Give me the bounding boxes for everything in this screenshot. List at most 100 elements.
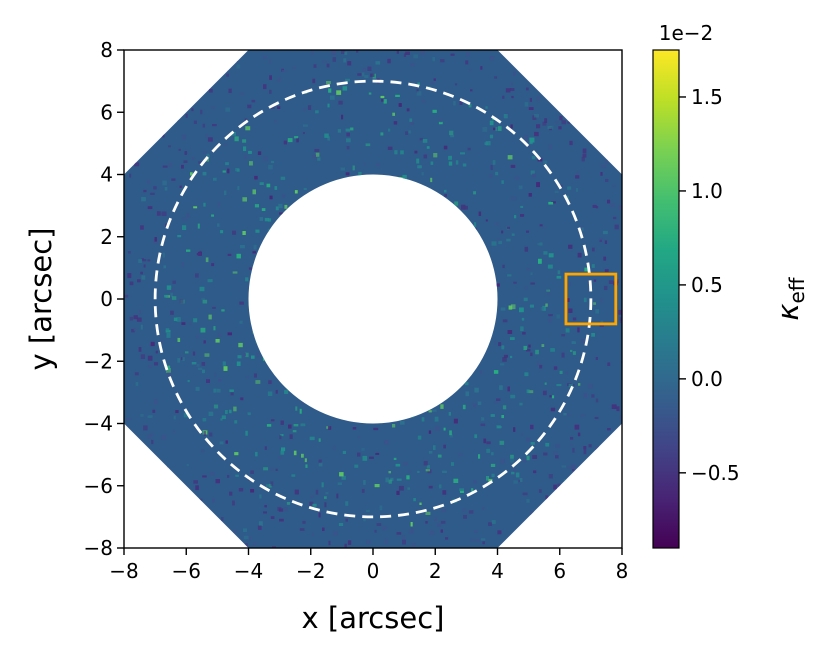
speckle [195,386,200,391]
speckle [273,309,276,313]
speckle [493,370,499,374]
speckle [395,94,400,97]
speckle [440,529,443,533]
speckle [499,385,503,390]
y-axis-ticks: −8 −6 −4 −2 0 2 4 6 8 [84,38,124,560]
speckle [347,399,351,405]
speckle [527,522,531,525]
speckle [394,150,398,155]
speckle [181,262,184,267]
speckle [147,434,152,439]
speckle [305,464,308,468]
speckle [400,223,404,227]
x-tick-label: 2 [429,559,442,583]
speckle [193,206,198,209]
speckle [568,244,573,249]
speckle [366,540,371,545]
speckle [441,509,446,512]
speckle [345,338,350,341]
speckle [572,81,576,85]
speckle [601,164,607,168]
speckle [604,159,608,164]
speckle [197,498,203,501]
speckle [467,147,471,151]
speckle [231,132,236,136]
speckle [533,470,537,474]
speckle [239,301,244,305]
speckle [603,256,607,261]
speckle [367,66,372,71]
speckle [270,106,275,109]
speckle [288,387,293,390]
speckle [245,126,251,131]
speckle [524,246,529,252]
speckle [143,425,148,431]
speckle [220,53,223,59]
speckle [475,538,480,543]
speckle [449,365,455,371]
speckle [486,441,491,445]
speckle [569,506,575,510]
speckle [222,170,226,173]
speckle [572,351,576,355]
speckle [167,372,172,377]
speckle [227,253,232,256]
speckle [240,244,245,249]
speckle [448,412,451,416]
speckle [503,354,508,358]
speckle [596,205,599,209]
speckle [269,279,272,283]
speckle [473,191,476,195]
speckle [345,518,348,522]
colorbar-ticks: −0.5 0.0 0.5 1.0 1.5 [679,85,740,485]
speckle [442,490,447,495]
speckle [428,410,432,413]
speckle [205,134,209,138]
speckle [335,307,338,312]
speckle [371,396,375,402]
speckle [322,315,325,321]
speckle [548,314,553,317]
speckle [325,280,331,283]
speckle [325,355,330,359]
speckle [311,194,314,198]
speckle [190,172,193,176]
speckle [557,96,561,101]
speckle [510,337,515,340]
speckle [167,520,171,525]
speckle [556,384,562,387]
speckle [181,164,184,169]
speckle [555,121,559,124]
speckle [240,397,244,401]
speckle [459,101,463,105]
speckle [346,132,350,137]
speckle [541,344,545,347]
speckle [545,303,548,307]
speckle [177,337,181,342]
speckle [379,337,385,343]
speckle [301,453,304,458]
speckle [211,263,215,267]
speckle [479,369,483,375]
speckle [301,402,304,405]
speckle [225,162,229,166]
speckle [565,328,570,333]
speckle [491,473,495,478]
speckle [284,389,289,394]
speckle [147,206,153,210]
speckle [374,294,379,300]
speckle [601,62,606,67]
speckle [277,77,282,83]
speckle [405,398,409,401]
speckle [234,57,238,62]
speckle [216,388,221,393]
speckle [520,326,524,332]
speckle [173,317,178,321]
speckle [282,194,286,198]
speckle [528,193,532,197]
speckle [460,152,465,155]
speckle [133,315,138,320]
speckle [183,160,188,164]
speckle [175,484,180,488]
colorbar-tick-label: 0.5 [691,273,723,297]
